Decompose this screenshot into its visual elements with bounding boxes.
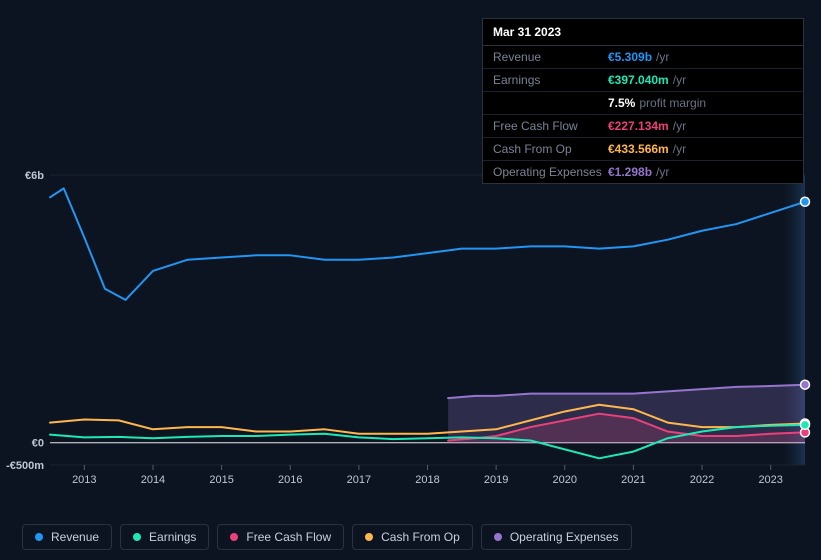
legend-dot-icon <box>35 533 43 541</box>
legend-label: Free Cash Flow <box>246 530 331 544</box>
tooltip-unit: profit margin <box>639 96 706 110</box>
tooltip-value: €1.298b <box>608 165 652 179</box>
svg-text:2013: 2013 <box>72 474 96 486</box>
tooltip-row-opex: Operating Expenses €1.298b /yr <box>483 161 803 183</box>
legend-dot-icon <box>365 533 373 541</box>
chart-svg: €6b €0 -€500m 2013 2014 2015 2016 2017 2018 2019 2… <box>0 155 821 515</box>
tooltip-value: €397.040m <box>608 73 669 87</box>
svg-text:2015: 2015 <box>209 474 233 486</box>
svg-text:2020: 2020 <box>553 474 577 486</box>
tooltip-row-fcf: Free Cash Flow €227.134m /yr <box>483 115 803 138</box>
financial-chart[interactable]: €6b €0 -€500m 2013 2014 2015 2016 2017 2018 2019 2… <box>0 155 821 515</box>
legend-dot-icon <box>494 533 502 541</box>
legend-label: Operating Expenses <box>510 530 619 544</box>
svg-text:2016: 2016 <box>278 474 302 486</box>
tooltip-date: Mar 31 2023 <box>483 19 803 46</box>
svg-text:2022: 2022 <box>690 474 714 486</box>
tooltip-label: Operating Expenses <box>493 165 608 179</box>
chart-legend: Revenue Earnings Free Cash Flow Cash Fro… <box>22 524 632 550</box>
tooltip-value: 7.5% <box>608 96 635 110</box>
tooltip-label <box>493 96 608 110</box>
legend-label: Cash From Op <box>381 530 460 544</box>
legend-label: Revenue <box>51 530 99 544</box>
tooltip-label: Free Cash Flow <box>493 119 608 133</box>
tooltip-label: Cash From Op <box>493 142 608 156</box>
svg-text:€6b: €6b <box>25 170 44 182</box>
svg-text:2021: 2021 <box>621 474 645 486</box>
svg-text:2018: 2018 <box>415 474 439 486</box>
chart-tooltip: Mar 31 2023 Revenue €5.309b /yr Earnings… <box>482 18 804 184</box>
legend-item-cfo[interactable]: Cash From Op <box>352 524 473 550</box>
svg-text:2017: 2017 <box>347 474 371 486</box>
tooltip-row-earnings: Earnings €397.040m /yr <box>483 69 803 92</box>
legend-label: Earnings <box>149 530 196 544</box>
tooltip-unit: /yr <box>673 119 686 133</box>
svg-text:2023: 2023 <box>758 474 782 486</box>
tooltip-unit: /yr <box>673 142 686 156</box>
svg-text:-€500m: -€500m <box>6 460 44 472</box>
tooltip-row-profit-margin: 7.5% profit margin <box>483 92 803 115</box>
tooltip-unit: /yr <box>673 73 686 87</box>
tooltip-value: €433.566m <box>608 142 669 156</box>
tooltip-label: Earnings <box>493 73 608 87</box>
tooltip-row-revenue: Revenue €5.309b /yr <box>483 46 803 69</box>
svg-text:€0: €0 <box>32 438 44 450</box>
legend-dot-icon <box>133 533 141 541</box>
svg-text:2014: 2014 <box>141 474 165 486</box>
tooltip-row-cfo: Cash From Op €433.566m /yr <box>483 138 803 161</box>
svg-text:2019: 2019 <box>484 474 508 486</box>
tooltip-unit: /yr <box>656 165 669 179</box>
legend-item-opex[interactable]: Operating Expenses <box>481 524 632 550</box>
tooltip-value: €227.134m <box>608 119 669 133</box>
legend-dot-icon <box>230 533 238 541</box>
tooltip-value: €5.309b <box>608 50 652 64</box>
legend-item-revenue[interactable]: Revenue <box>22 524 112 550</box>
tooltip-unit: /yr <box>656 50 669 64</box>
legend-item-fcf[interactable]: Free Cash Flow <box>217 524 344 550</box>
legend-item-earnings[interactable]: Earnings <box>120 524 209 550</box>
tooltip-label: Revenue <box>493 50 608 64</box>
